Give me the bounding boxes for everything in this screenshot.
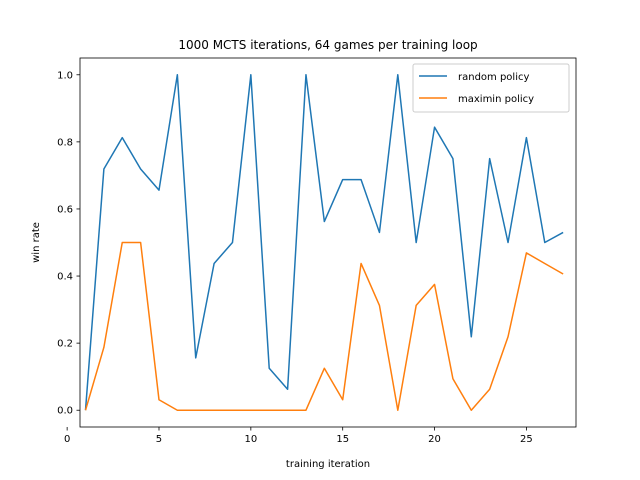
legend-label-random-policy: random policy [458,72,529,83]
x-tick-label: 25 [520,434,533,445]
x-tick-label: 5 [156,434,162,445]
y-tick-label: 1.0 [57,70,73,81]
series-line-random-policy [86,75,564,410]
x-tick-label: 15 [336,434,349,445]
series-line-maximin-policy [86,243,564,411]
y-axis-label: win rate [31,222,42,263]
chart-title: 1000 MCTS iterations, 64 games per train… [178,38,477,52]
x-tick-label: 20 [428,434,441,445]
x-axis-label: training iteration [286,459,370,470]
series-layer [86,75,564,410]
y-tick-label: 0.4 [57,272,73,283]
legend-label-maximin-policy: maximin policy [458,94,534,105]
x-tick-label: 10 [244,434,257,445]
y-axis: 0.0 0.2 0.4 0.6 0.8 1.0 [57,70,80,416]
plot-frame [80,58,576,427]
y-tick-label: 0.6 [57,204,73,215]
x-tick-label: 0 [64,434,70,445]
y-tick-label: 0.8 [57,137,73,148]
x-axis: 0 5 10 15 20 25 [64,427,533,445]
y-tick-label: 0.0 [57,406,73,417]
y-tick-label: 0.2 [57,339,73,350]
legend: random policy maximin policy [413,64,569,112]
